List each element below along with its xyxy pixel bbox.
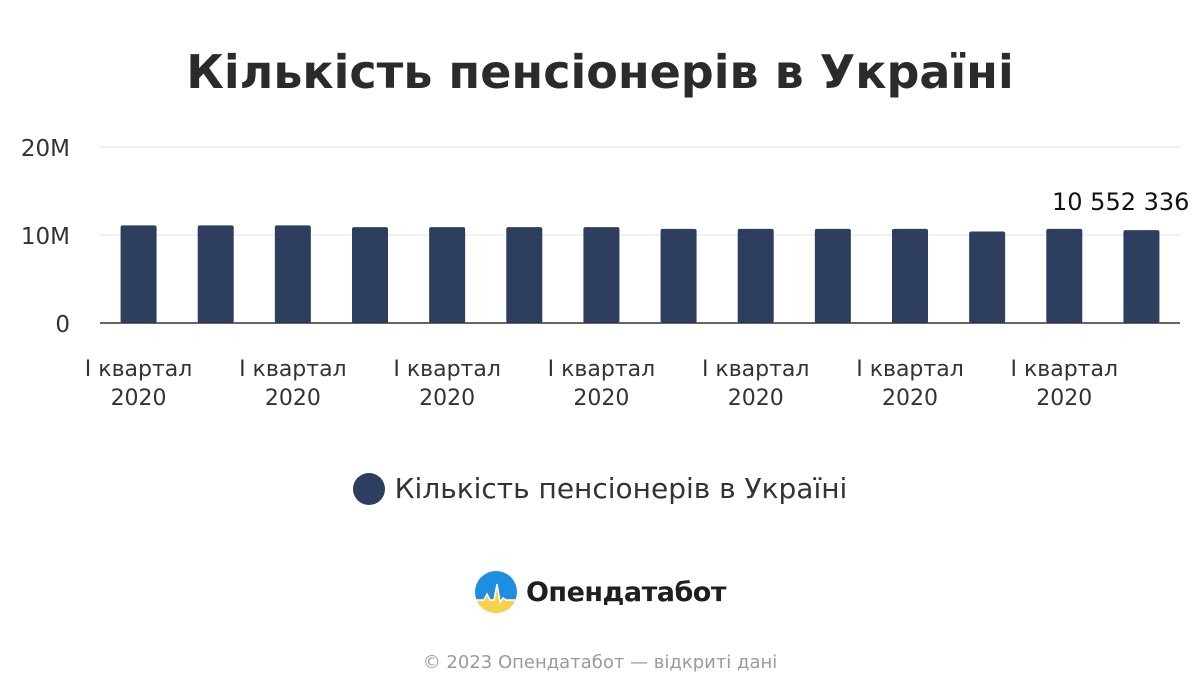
bar — [1046, 228, 1083, 323]
bar — [429, 227, 466, 323]
legend-swatch — [352, 472, 385, 505]
bar — [737, 228, 774, 323]
y-tick-label: 20M — [21, 136, 70, 162]
bar — [197, 225, 234, 323]
bar — [1123, 230, 1160, 323]
x-tick-label: I квартал 2020 — [856, 357, 964, 411]
x-tick-label: I квартал 2020 — [702, 357, 810, 411]
legend-label: Кількість пенсіонерів в Україні — [394, 472, 848, 505]
x-tick-label: I квартал 2020 — [548, 357, 656, 411]
bar — [120, 225, 157, 323]
bar — [352, 227, 388, 323]
bar — [274, 225, 311, 323]
brand-name: Опендатабот — [525, 576, 727, 608]
brand[interactable]: Опендатабот — [0, 570, 1200, 614]
x-tick-label: I квартал 2020 — [239, 357, 347, 411]
data-label: 10 552 336 — [1052, 188, 1189, 216]
bar — [892, 228, 928, 323]
bar — [583, 227, 620, 323]
footer-copyright[interactable]: © 2023 Опендатабот — відкриті дані — [422, 652, 778, 673]
bar — [660, 228, 697, 323]
y-tick-label: 10M — [21, 224, 70, 250]
y-tick-label: 0 — [55, 312, 70, 338]
bar — [814, 228, 851, 323]
x-tick-label: I квартал 2020 — [85, 357, 193, 411]
x-tick-label: I квартал 2020 — [1011, 357, 1119, 411]
bar — [506, 227, 543, 323]
x-tick-label: I квартал 2020 — [393, 357, 501, 411]
bar-chart: 0 10M 20M 10 552 336 I квартал 2020 I квартал 2… — [21, 136, 1190, 411]
legend[interactable]: Кількість пенсіонерів в Україні — [0, 472, 1200, 505]
opendatabot-logo-icon — [474, 571, 517, 613]
bar — [969, 231, 1006, 323]
chart-title: Кількість пенсіонерів в Україні — [186, 45, 1014, 99]
